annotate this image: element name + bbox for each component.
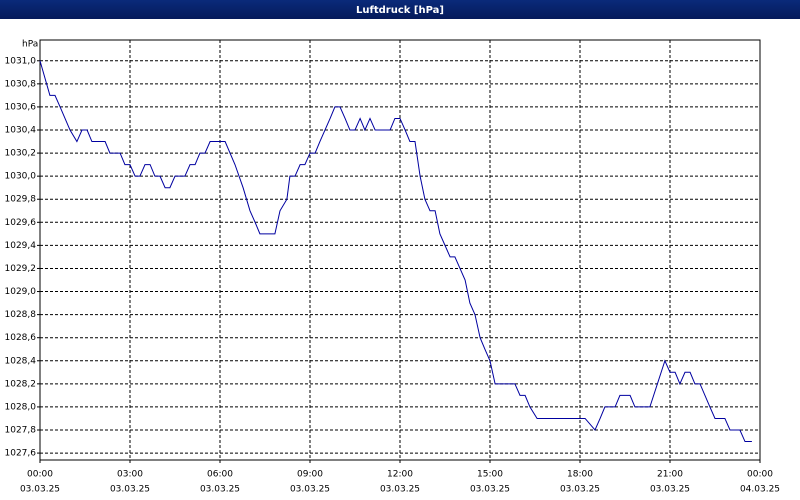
y-tick-label: 1029,6 bbox=[5, 218, 37, 228]
x-tick-date: 03.03.25 bbox=[20, 485, 60, 495]
y-tick-label: 1028,2 bbox=[5, 379, 37, 389]
x-tick-label: 03:00 bbox=[117, 470, 143, 480]
y-tick-label: 1029,0 bbox=[5, 287, 37, 297]
x-tick-label: 09:00 bbox=[297, 470, 323, 480]
y-tick-label: 1029,4 bbox=[5, 241, 37, 251]
x-tick-label: 18:00 bbox=[567, 470, 593, 480]
y-axis-label: hPa bbox=[22, 40, 38, 50]
y-tick-label: 1029,8 bbox=[5, 195, 37, 205]
y-tick-label: 1027,6 bbox=[5, 449, 37, 459]
x-tick-date: 03.03.25 bbox=[110, 485, 150, 495]
x-tick-date: 03.03.25 bbox=[470, 485, 510, 495]
x-tick-date: 03.03.25 bbox=[290, 485, 330, 495]
y-tick-label: 1027,8 bbox=[5, 426, 37, 436]
y-tick-label: 1030,4 bbox=[5, 126, 37, 136]
x-tick-date: 04.03.25 bbox=[740, 485, 780, 495]
x-tick-date: 03.03.25 bbox=[380, 485, 420, 495]
x-tick-date: 03.03.25 bbox=[650, 485, 690, 495]
y-tick-label: 1030,6 bbox=[5, 102, 37, 112]
data-line bbox=[39, 60, 752, 443]
y-tick-label: 1028,6 bbox=[5, 333, 37, 343]
y-tick-label: 1031,0 bbox=[5, 56, 37, 66]
y-tick-label: 1029,2 bbox=[5, 264, 37, 274]
x-tick-label: 15:00 bbox=[477, 470, 503, 480]
chart-title: Luftdruck [hPa] bbox=[356, 5, 444, 16]
y-tick-label: 1030,8 bbox=[5, 79, 37, 89]
y-tick-label: 1028,0 bbox=[5, 402, 37, 412]
x-tick-label: 00:00 bbox=[27, 470, 53, 480]
y-tick-label: 1028,4 bbox=[5, 356, 37, 366]
x-tick-label: 21:00 bbox=[657, 470, 683, 480]
x-tick-label: 00:00 bbox=[747, 470, 773, 480]
x-tick-label: 12:00 bbox=[387, 470, 413, 480]
x-tick-date: 03.03.25 bbox=[200, 485, 240, 495]
title-bar bbox=[0, 0, 800, 19]
y-tick-label: 1028,8 bbox=[5, 310, 37, 320]
x-tick-label: 06:00 bbox=[207, 470, 233, 480]
y-tick-label: 1030,0 bbox=[5, 172, 37, 182]
y-tick-label: 1030,2 bbox=[5, 149, 37, 159]
x-tick-date: 03.03.25 bbox=[560, 485, 600, 495]
